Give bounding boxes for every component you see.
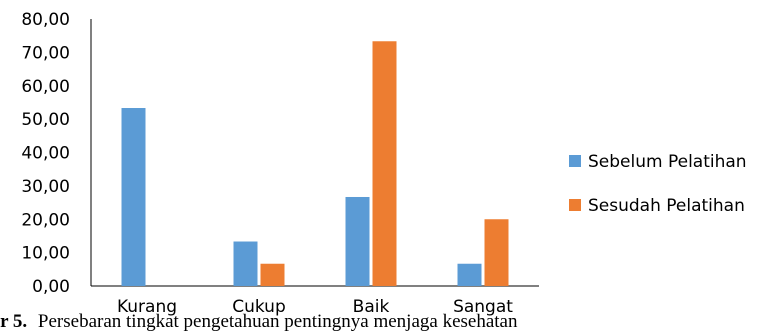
y-tick-label: 70,00: [21, 43, 70, 63]
y-tick-label: 30,00: [21, 177, 70, 197]
bar-cukup-series-2: [260, 263, 285, 286]
y-tick-label: 50,00: [21, 110, 70, 130]
bar-sangat-series-1: [457, 263, 482, 286]
y-tick-label: 40,00: [21, 144, 70, 164]
bars-group: [121, 41, 509, 286]
bar-kurang-series-1: [121, 108, 146, 286]
bar-baik-series-1: [345, 196, 370, 286]
bar-baik-series-2: [372, 41, 397, 286]
legend-swatch: [569, 199, 581, 211]
y-tick-label: 60,00: [21, 77, 70, 97]
figure-caption: bar 5. Persebaran tingkat pengetahuan pe…: [0, 311, 518, 331]
x-tick-label: Sangat: [453, 297, 513, 317]
y-tick-label: 10,00: [21, 244, 70, 264]
y-tick-label: 20,00: [21, 210, 70, 230]
caption-label: bar 5.: [0, 311, 27, 331]
y-axis-ticks: 0,00 10,00 20,00 30,00 40,00 50,00 60,00 70,00 8…: [21, 10, 70, 297]
bar-cukup-series-1: [233, 241, 258, 286]
x-axis-ticks: Kurang Cukup Baik Sangat: [117, 297, 513, 317]
x-tick-label: Cukup: [232, 297, 286, 317]
y-tick-label: 80,00: [21, 10, 70, 30]
x-tick-label: Kurang: [117, 297, 177, 317]
caption-text: Persebaran tingkat pengetahuan pentingny…: [38, 311, 518, 331]
x-tick-label: Baik: [353, 297, 390, 317]
legend-label: Sesudah Pelatihan: [588, 196, 745, 216]
legend-label: Sebelum Pelatihan: [588, 152, 747, 172]
bar-sangat-series-2: [484, 219, 509, 286]
legend: Sebelum Pelatihan Sesudah Pelatihan: [569, 152, 747, 216]
y-tick-label: 0,00: [32, 277, 70, 297]
legend-swatch: [569, 155, 581, 167]
